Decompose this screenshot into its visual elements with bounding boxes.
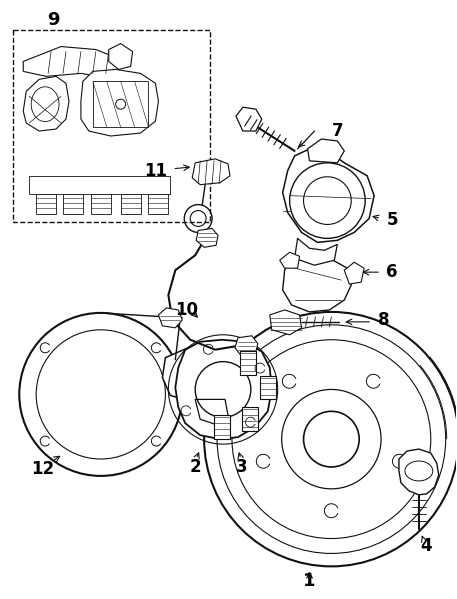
Polygon shape — [23, 76, 69, 131]
Polygon shape — [283, 255, 351, 312]
Text: 5: 5 — [386, 211, 398, 229]
Text: 10: 10 — [175, 301, 198, 319]
Text: 4: 4 — [420, 537, 431, 555]
Polygon shape — [236, 107, 262, 131]
Polygon shape — [149, 193, 168, 213]
Polygon shape — [344, 262, 364, 284]
Text: 8: 8 — [378, 311, 390, 329]
Polygon shape — [159, 308, 182, 328]
Polygon shape — [295, 238, 337, 265]
Polygon shape — [175, 340, 272, 439]
Polygon shape — [308, 139, 344, 163]
Bar — [214, 415, 230, 439]
Polygon shape — [270, 310, 302, 335]
Polygon shape — [63, 193, 83, 213]
Polygon shape — [23, 47, 121, 79]
Bar — [240, 350, 256, 374]
Polygon shape — [121, 193, 141, 213]
Polygon shape — [109, 44, 133, 69]
Text: 9: 9 — [47, 11, 59, 29]
Text: 12: 12 — [32, 460, 55, 478]
Polygon shape — [36, 193, 56, 213]
Polygon shape — [283, 149, 374, 243]
Bar — [260, 376, 276, 400]
Polygon shape — [280, 252, 300, 268]
Bar — [93, 81, 149, 127]
Text: 6: 6 — [386, 263, 398, 281]
Text: 1: 1 — [303, 572, 316, 590]
Bar — [13, 29, 210, 222]
Polygon shape — [196, 228, 218, 247]
Polygon shape — [235, 336, 258, 356]
Text: 3: 3 — [236, 458, 248, 476]
Polygon shape — [195, 400, 228, 424]
Polygon shape — [81, 69, 159, 136]
Text: 11: 11 — [144, 162, 167, 180]
Polygon shape — [162, 347, 225, 401]
Bar — [242, 407, 258, 431]
Polygon shape — [91, 193, 111, 213]
Polygon shape — [399, 449, 439, 495]
Polygon shape — [192, 159, 230, 184]
Polygon shape — [29, 176, 170, 193]
Text: 7: 7 — [331, 122, 343, 140]
Text: 2: 2 — [189, 458, 201, 476]
